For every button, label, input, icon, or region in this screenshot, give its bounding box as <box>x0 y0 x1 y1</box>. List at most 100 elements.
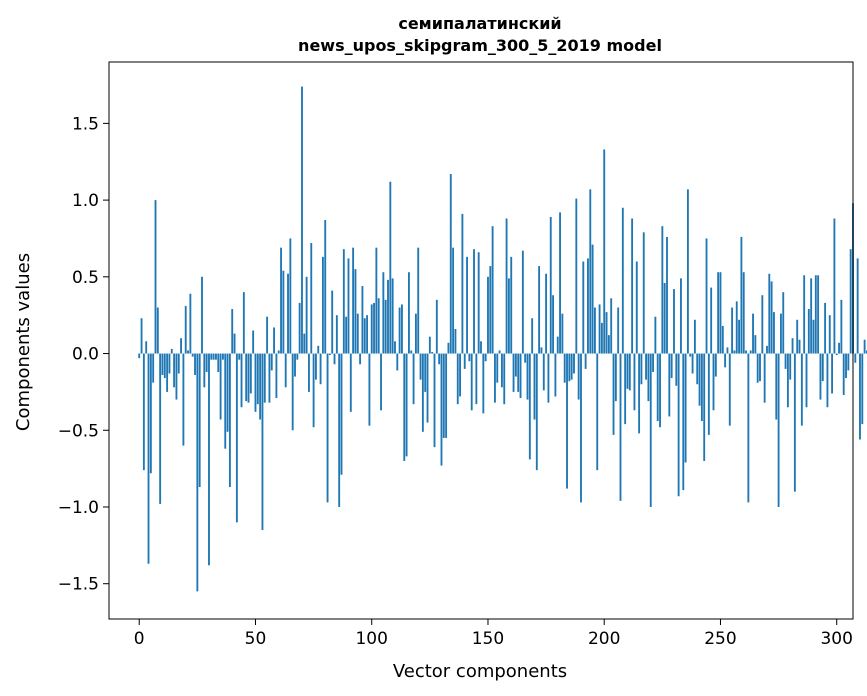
bar-211 <box>628 353 631 391</box>
bar-90 <box>347 258 350 354</box>
y-tick-label: 1.0 <box>72 191 99 211</box>
bar-284 <box>798 339 801 354</box>
bar-291 <box>814 275 817 354</box>
bar-4 <box>147 353 150 564</box>
bar-260 <box>742 272 745 354</box>
bar-299 <box>833 218 836 354</box>
bar-153 <box>494 353 496 403</box>
bar-179 <box>554 353 557 397</box>
bar-188 <box>575 198 578 354</box>
bar-250 <box>719 272 722 354</box>
bar-133 <box>447 342 450 354</box>
bar-85 <box>335 315 338 354</box>
bar-41 <box>233 333 236 354</box>
bar-290 <box>812 319 815 354</box>
bar-168 <box>528 353 531 460</box>
bar-205 <box>614 353 617 402</box>
bar-69 <box>298 302 301 354</box>
bar-196 <box>593 307 596 354</box>
bar-210 <box>626 353 629 389</box>
bar-208 <box>621 207 624 354</box>
bar-35 <box>219 353 222 420</box>
bar-213 <box>633 353 636 411</box>
bar-39 <box>228 353 231 488</box>
bar-120 <box>417 247 420 354</box>
bar-253 <box>726 347 729 354</box>
bar-222 <box>654 316 657 354</box>
bar-97 <box>363 318 366 354</box>
bar-174 <box>542 353 545 391</box>
bar-73 <box>308 353 310 392</box>
bar-122 <box>421 353 424 432</box>
bar-296 <box>826 353 829 408</box>
bar-305 <box>847 353 850 371</box>
bar-173 <box>540 347 543 354</box>
bar-303 <box>842 353 845 395</box>
bar-166 <box>524 353 527 363</box>
bar-182 <box>561 313 564 354</box>
bar-181 <box>559 212 561 354</box>
bar-246 <box>710 287 713 354</box>
bar-37 <box>224 353 227 449</box>
bar-83 <box>331 290 334 354</box>
bar-244 <box>705 238 708 354</box>
bars <box>138 86 867 592</box>
bar-255 <box>731 307 734 354</box>
bar-238 <box>691 353 694 374</box>
bar-263 <box>749 350 752 354</box>
bar-77 <box>317 345 320 354</box>
y-axis-ticks: −1.5 −1.0 −0.5 0.0 0.5 1.0 1.5 <box>58 114 109 595</box>
bar-312 <box>863 339 866 354</box>
bar-106 <box>384 299 387 354</box>
bar-0 <box>138 353 141 359</box>
bar-91 <box>349 353 352 412</box>
bar-111 <box>396 353 399 371</box>
bar-102 <box>375 247 378 354</box>
bar-155 <box>498 350 501 354</box>
bar-38 <box>226 353 229 432</box>
bar-197 <box>596 353 599 471</box>
bar-86 <box>338 353 341 507</box>
bar-229 <box>670 353 673 379</box>
bar-123 <box>424 353 427 392</box>
bar-46 <box>245 353 248 402</box>
bar-57 <box>270 353 273 371</box>
plot-area-frame <box>108 61 854 620</box>
bar-29 <box>205 353 208 372</box>
bar-236 <box>686 189 689 354</box>
bar-297 <box>828 315 831 354</box>
bar-17 <box>177 353 180 374</box>
bar-184 <box>566 353 568 489</box>
bar-152 <box>491 226 494 354</box>
bar-223 <box>656 353 659 422</box>
bar-62 <box>282 270 285 354</box>
bar-89 <box>345 316 348 354</box>
bar-48 <box>249 353 252 394</box>
bar-195 <box>591 244 594 354</box>
bar-254 <box>728 353 731 426</box>
bar-126 <box>431 352 434 354</box>
bar-61 <box>280 247 282 354</box>
bar-40 <box>231 309 234 354</box>
bar-32 <box>212 353 215 360</box>
bar-107 <box>387 279 389 354</box>
bar-139 <box>461 213 464 354</box>
bar-72 <box>305 276 308 354</box>
bar-221 <box>652 353 654 372</box>
y-tick-label: 0.0 <box>72 345 99 365</box>
bar-295 <box>824 302 827 354</box>
bar-158 <box>505 218 508 354</box>
bar-75 <box>312 353 315 428</box>
bar-289 <box>810 278 813 354</box>
x-tick-label: 150 <box>472 629 504 649</box>
bar-110 <box>394 341 396 354</box>
bar-235 <box>684 353 687 463</box>
bar-27 <box>201 276 203 354</box>
bar-248 <box>714 353 717 377</box>
bar-202 <box>607 335 610 354</box>
bar-293 <box>819 353 822 400</box>
x-tick-label: 0 <box>134 629 145 649</box>
bar-66 <box>291 353 294 431</box>
bar-33 <box>215 353 217 360</box>
